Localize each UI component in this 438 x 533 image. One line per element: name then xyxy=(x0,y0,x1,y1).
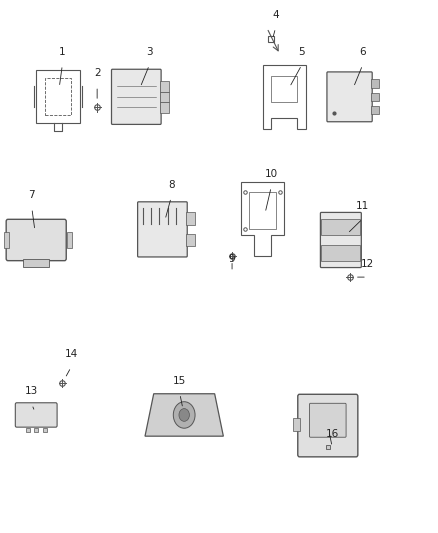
Text: 16: 16 xyxy=(325,429,339,439)
Text: 3: 3 xyxy=(146,47,153,57)
FancyBboxPatch shape xyxy=(310,403,346,437)
Polygon shape xyxy=(67,232,72,248)
Polygon shape xyxy=(249,192,276,229)
FancyBboxPatch shape xyxy=(138,202,187,257)
Text: 10: 10 xyxy=(265,169,278,179)
Polygon shape xyxy=(186,213,195,225)
Polygon shape xyxy=(371,93,379,101)
FancyBboxPatch shape xyxy=(15,403,57,427)
FancyBboxPatch shape xyxy=(112,69,161,124)
Text: 9: 9 xyxy=(229,254,235,264)
Text: 15: 15 xyxy=(173,376,187,386)
Text: 6: 6 xyxy=(359,47,366,57)
Text: 1: 1 xyxy=(59,47,66,57)
Text: 13: 13 xyxy=(25,386,39,397)
Text: 14: 14 xyxy=(64,349,78,359)
Polygon shape xyxy=(160,92,169,102)
Polygon shape xyxy=(293,418,300,431)
Polygon shape xyxy=(4,232,9,248)
Circle shape xyxy=(179,409,189,421)
Text: 7: 7 xyxy=(28,190,35,200)
FancyBboxPatch shape xyxy=(321,213,361,268)
Polygon shape xyxy=(145,394,223,436)
Circle shape xyxy=(173,402,195,428)
Polygon shape xyxy=(371,106,379,114)
Polygon shape xyxy=(186,233,195,246)
FancyBboxPatch shape xyxy=(298,394,358,457)
Text: 8: 8 xyxy=(168,180,174,190)
Polygon shape xyxy=(371,79,379,88)
Polygon shape xyxy=(160,81,169,92)
Text: 4: 4 xyxy=(272,10,279,20)
Polygon shape xyxy=(23,259,49,266)
Text: 12: 12 xyxy=(360,259,374,269)
FancyBboxPatch shape xyxy=(6,219,66,261)
Text: 11: 11 xyxy=(356,201,369,211)
Text: 2: 2 xyxy=(94,68,100,78)
Polygon shape xyxy=(271,76,297,102)
FancyBboxPatch shape xyxy=(327,72,372,122)
Polygon shape xyxy=(321,245,360,261)
Polygon shape xyxy=(321,219,360,235)
Text: 5: 5 xyxy=(298,47,305,57)
Polygon shape xyxy=(160,102,169,113)
